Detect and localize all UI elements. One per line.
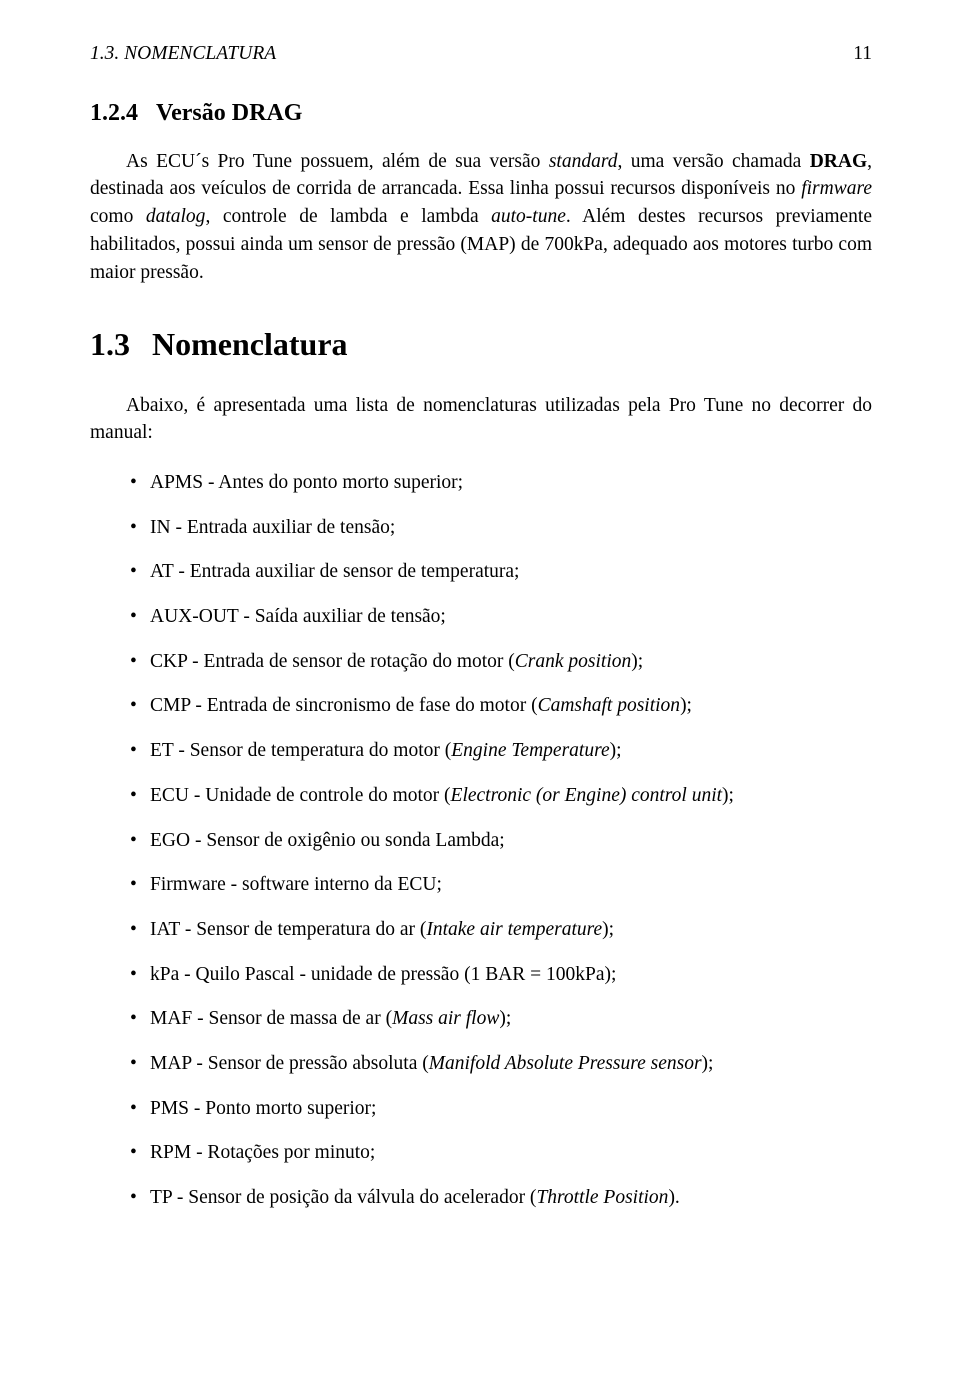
list-item: IN - Entrada auxiliar de tensão;: [130, 514, 872, 542]
list-item: MAP - Sensor de pressão absoluta (Manifo…: [130, 1050, 872, 1078]
subsection-number: 1.2.4: [90, 100, 138, 126]
subsection-paragraph: As ECU´s Pro Tune possuem, além de sua v…: [90, 148, 872, 286]
list-item: RPM - Rotações por minuto;: [130, 1139, 872, 1167]
section-intro: Abaixo, é apresentada uma lista de nomen…: [90, 392, 872, 447]
list-item: ECU - Unidade de controle do motor (Elec…: [130, 782, 872, 810]
list-item: AT - Entrada auxiliar de sensor de tempe…: [130, 558, 872, 586]
running-head-left: 1.3. NOMENCLATURA: [90, 40, 276, 68]
list-item: kPa - Quilo Pascal - unidade de pressão …: [130, 961, 872, 989]
subsection-heading: 1.2.4 Versão DRAG: [90, 96, 872, 130]
list-item: APMS - Antes do ponto morto superior;: [130, 469, 872, 497]
subsection-title-text: Versão DRAG: [156, 100, 302, 126]
list-item: PMS - Ponto morto superior;: [130, 1095, 872, 1123]
page-number: 11: [853, 40, 872, 68]
list-item: MAF - Sensor de massa de ar (Mass air fl…: [130, 1005, 872, 1033]
nomenclature-list: APMS - Antes do ponto morto superior; IN …: [130, 469, 872, 1212]
list-item: AUX-OUT - Saída auxiliar de tensão;: [130, 603, 872, 631]
list-item: Firmware - software interno da ECU;: [130, 871, 872, 899]
list-item: TP - Sensor de posição da válvula do ace…: [130, 1184, 872, 1212]
list-item: IAT - Sensor de temperatura do ar (Intak…: [130, 916, 872, 944]
running-head: 1.3. NOMENCLATURA 11: [90, 40, 872, 68]
list-item: CKP - Entrada de sensor de rotação do mo…: [130, 648, 872, 676]
list-item: EGO - Sensor de oxigênio ou sonda Lambda…: [130, 827, 872, 855]
section-number: 1.3: [90, 322, 130, 367]
list-item: ET - Sensor de temperatura do motor (Eng…: [130, 737, 872, 765]
list-item: CMP - Entrada de sincronismo de fase do …: [130, 692, 872, 720]
section-title-text: Nomenclatura: [152, 326, 348, 362]
section-heading: 1.3 Nomenclatura: [90, 322, 872, 367]
